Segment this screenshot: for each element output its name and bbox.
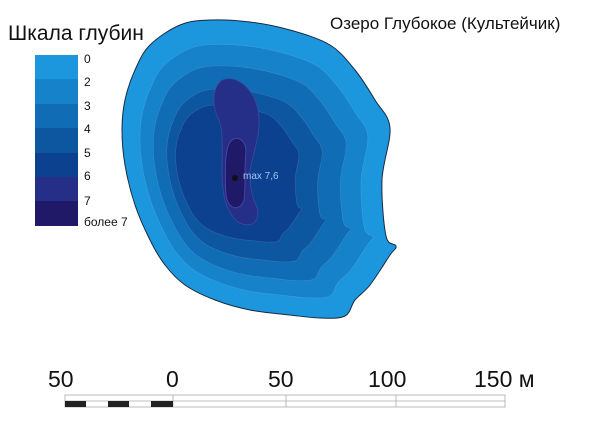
- legend-swatch-5: [35, 152, 78, 177]
- legend-label: 2: [84, 75, 91, 89]
- map-title: Озеро Глубокое (Культейчик): [330, 14, 561, 33]
- scale-label: 50: [48, 366, 74, 392]
- scale-label: 150 м: [474, 366, 535, 392]
- scale-segment: [151, 401, 173, 407]
- legend-label: 0: [84, 52, 91, 66]
- depth-contour-7: [224, 138, 247, 209]
- legend-swatch-7: [35, 201, 78, 226]
- legend-label: 5: [84, 146, 91, 160]
- legend-swatch-4: [35, 128, 78, 153]
- max-depth-label: max 7,6: [243, 171, 279, 182]
- legend-swatch-0: [35, 55, 78, 80]
- legend-title: Шкала глубин: [8, 22, 144, 45]
- scale-label: 0: [166, 366, 179, 392]
- legend-swatch-6: [35, 177, 78, 202]
- scale-segment: [108, 401, 129, 407]
- legend-label: 6: [84, 169, 91, 183]
- legend-swatch-2: [35, 79, 78, 104]
- scale-label: 50: [268, 366, 294, 392]
- legend-label: 3: [84, 99, 91, 113]
- legend-label: более 7: [84, 215, 128, 229]
- scale-label: 100: [368, 366, 407, 392]
- legend-label: 7: [84, 194, 91, 208]
- legend-label: 4: [84, 122, 91, 136]
- scale-segment: [65, 401, 86, 407]
- legend-swatch-3: [35, 103, 78, 129]
- max-depth-point: [232, 175, 238, 181]
